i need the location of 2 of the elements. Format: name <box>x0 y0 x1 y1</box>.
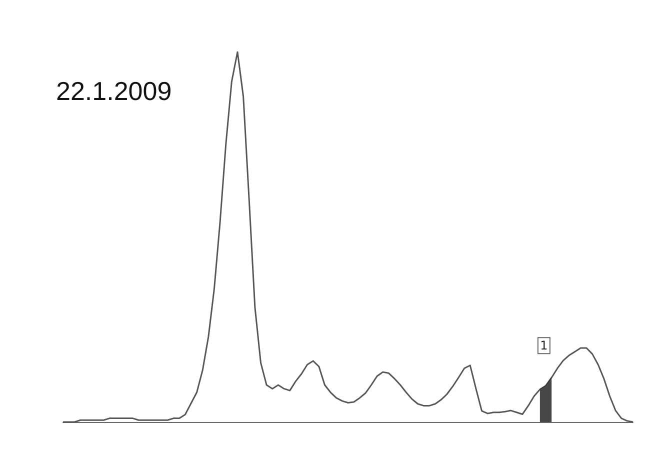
annotation: 1 <box>540 338 548 353</box>
annotation: 22.1.2009 <box>56 76 172 106</box>
